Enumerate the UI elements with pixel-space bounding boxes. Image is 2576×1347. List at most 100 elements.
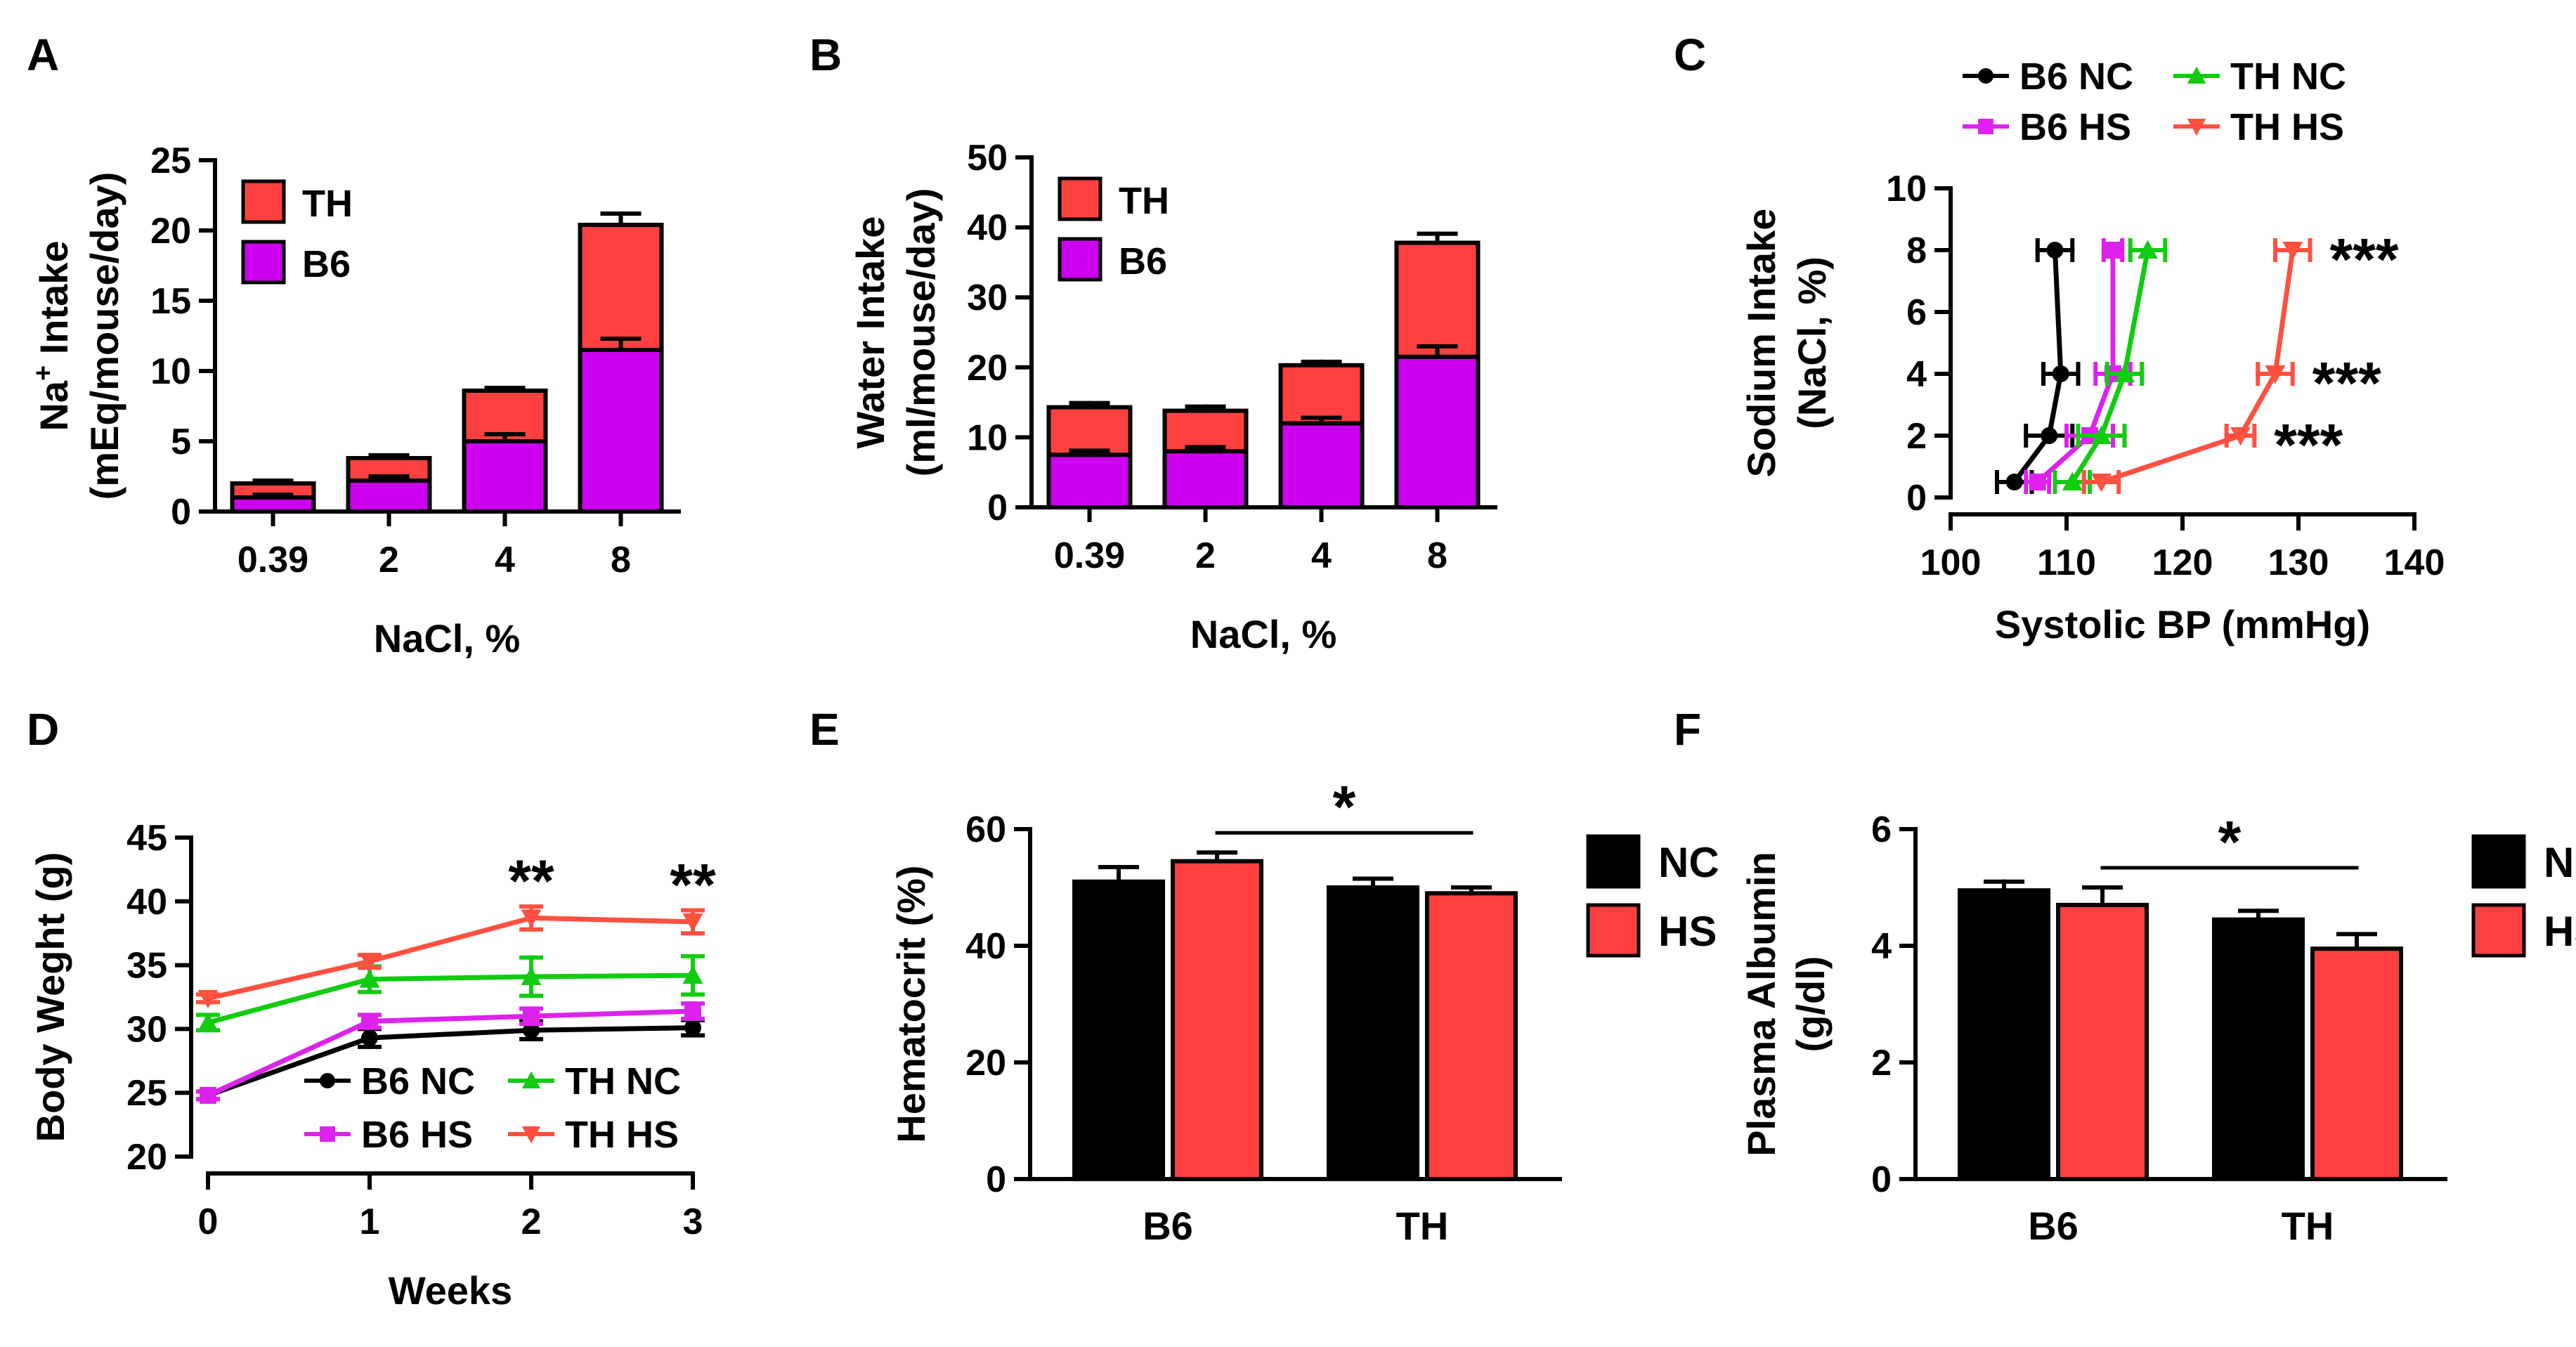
point-2-3 xyxy=(2138,240,2158,259)
point-2-0 xyxy=(197,1012,219,1032)
x-axis-label: Systolic BP (mmHg) xyxy=(1995,602,2370,646)
legend-label-1: B6 HS xyxy=(361,1114,473,1156)
y-tick-label-2: 4 xyxy=(1906,354,1927,395)
bar-hs-1 xyxy=(1424,891,1518,1182)
x-tick-label-0: B6 xyxy=(1143,1204,1193,1248)
y-tick-label-1: 25 xyxy=(126,1073,167,1114)
y-tick-label-3: 15 xyxy=(150,281,191,322)
bar-hs-1 xyxy=(2310,946,2403,1182)
point-2-3 xyxy=(682,965,703,984)
y-tick-label-0: 0 xyxy=(1906,478,1927,519)
legend-label-0: B6 NC xyxy=(361,1060,475,1102)
x-tick-label-1: 110 xyxy=(2037,542,2096,583)
point-3-1 xyxy=(359,953,380,972)
point-0-2 xyxy=(523,1022,540,1039)
significance-1: *** xyxy=(2312,350,2381,416)
point-3-0 xyxy=(2091,474,2112,493)
legend-marker-1 xyxy=(1978,119,1993,134)
x-axis-label: NaCl, % xyxy=(374,616,521,661)
point-2-2 xyxy=(2114,363,2135,382)
point-0-1 xyxy=(2041,427,2058,444)
legend-label-b6: B6 xyxy=(302,243,351,285)
y-tick-label-5: 10 xyxy=(1886,169,1927,209)
y-axis-label-line2: (mEq/mouse/day) xyxy=(82,172,126,500)
y-tick-label-3: 6 xyxy=(1871,809,1892,850)
x-tick-label-1: 2 xyxy=(1195,535,1216,576)
y-tick-label-4: 40 xyxy=(967,208,1008,249)
bar-nc-1 xyxy=(2211,917,2305,1182)
legend-label-th: TH xyxy=(302,183,353,225)
point-3-3 xyxy=(682,913,703,932)
bar-th-0 xyxy=(1046,405,1133,457)
legend-label-nc: NC xyxy=(2544,839,2576,886)
point-2-2 xyxy=(521,966,542,985)
legend-label-1: B6 HS xyxy=(2019,106,2131,148)
panel-label-D: D xyxy=(27,704,59,755)
y-tick-label-2: 10 xyxy=(150,351,191,392)
y-tick-label-1: 2 xyxy=(1871,1043,1892,1084)
legend-swatch-nc xyxy=(2471,834,2526,889)
legend-label-2: TH NC xyxy=(565,1060,681,1102)
legend-label-0: B6 NC xyxy=(2019,56,2133,98)
legend-marker-3 xyxy=(2187,119,2206,136)
x-tick-label-1: 2 xyxy=(379,540,399,580)
x-tick-label-0: 0 xyxy=(198,1202,219,1242)
bar-b6-2 xyxy=(462,439,548,514)
series-line-2 xyxy=(2070,249,2150,483)
point-0-1 xyxy=(361,1029,378,1047)
legend-swatch-th xyxy=(241,179,286,224)
panel-label-B: B xyxy=(809,30,842,80)
point-0-3 xyxy=(2046,242,2064,259)
y-tick-label-1: 10 xyxy=(967,417,1008,458)
bar-th-3 xyxy=(578,223,664,352)
point-2-1 xyxy=(2091,425,2112,444)
legend-label-b6: B6 xyxy=(1119,240,1167,282)
y-tick-label-3: 6 xyxy=(1906,292,1927,333)
significance-star: * xyxy=(1333,774,1356,840)
legend-marker-2 xyxy=(2187,66,2206,84)
panel-a: 0.39 2 4 8 0 5 10 15 20 25 TH B6 NaCl, % Na+ Intake (m… xyxy=(29,141,681,661)
y-tick-label-1: 2 xyxy=(1906,416,1927,457)
panel-label-C: C xyxy=(1674,30,1706,80)
y-tick-label-0: 0 xyxy=(986,1159,1006,1200)
significance-2: *** xyxy=(2330,226,2399,292)
series-line-2 xyxy=(207,972,694,1025)
y-tick-label-4: 20 xyxy=(150,211,191,252)
point-3-3 xyxy=(2282,242,2303,261)
x-tick-label-4: 140 xyxy=(2384,542,2445,583)
point-0-3 xyxy=(684,1019,701,1036)
legend-label-nc: NC xyxy=(1658,839,1719,886)
legend-swatch-nc xyxy=(1586,834,1641,889)
point-0-0 xyxy=(2005,474,2023,490)
panel-label-F: F xyxy=(1674,704,1701,755)
x-tick-label-1: 1 xyxy=(360,1202,380,1242)
legend-marker-0 xyxy=(1978,68,1993,84)
point-3-0 xyxy=(197,989,219,1009)
bar-nc-0 xyxy=(1958,888,2051,1182)
x-tick-label-1: TH xyxy=(2282,1204,2334,1248)
panel-label-E: E xyxy=(809,704,840,755)
series-line-1 xyxy=(207,1008,694,1098)
point-1-1 xyxy=(361,1013,378,1030)
significance-1: ** xyxy=(670,852,716,918)
bar-b6-3 xyxy=(1394,354,1481,509)
x-axis-label: NaCl, % xyxy=(1190,612,1337,656)
y-tick-label-0: 20 xyxy=(126,1137,167,1178)
x-tick-label-0: 100 xyxy=(1920,542,1982,583)
y-tick-label-1: 20 xyxy=(965,1043,1006,1084)
y-tick-label-0: 0 xyxy=(171,492,191,533)
x-tick-label-2: 4 xyxy=(495,540,515,580)
panel-f: B6 TH * 0 2 4 6 NC HS Plasma Albumin(g/dl) xyxy=(1739,809,2576,1248)
series-line-1 xyxy=(2036,250,2116,484)
y-tick-label-0: 0 xyxy=(987,488,1008,528)
point-3-1 xyxy=(2230,427,2251,446)
point-1-0 xyxy=(200,1086,216,1104)
legend-label-2: TH NC xyxy=(2230,56,2346,98)
point-3-2 xyxy=(2265,365,2286,384)
legend-label-hs: HS xyxy=(2544,908,2576,955)
y-tick-label-1: 5 xyxy=(171,422,191,462)
y-label-sup: + xyxy=(29,365,58,381)
legend-swatch-b6 xyxy=(241,240,286,285)
